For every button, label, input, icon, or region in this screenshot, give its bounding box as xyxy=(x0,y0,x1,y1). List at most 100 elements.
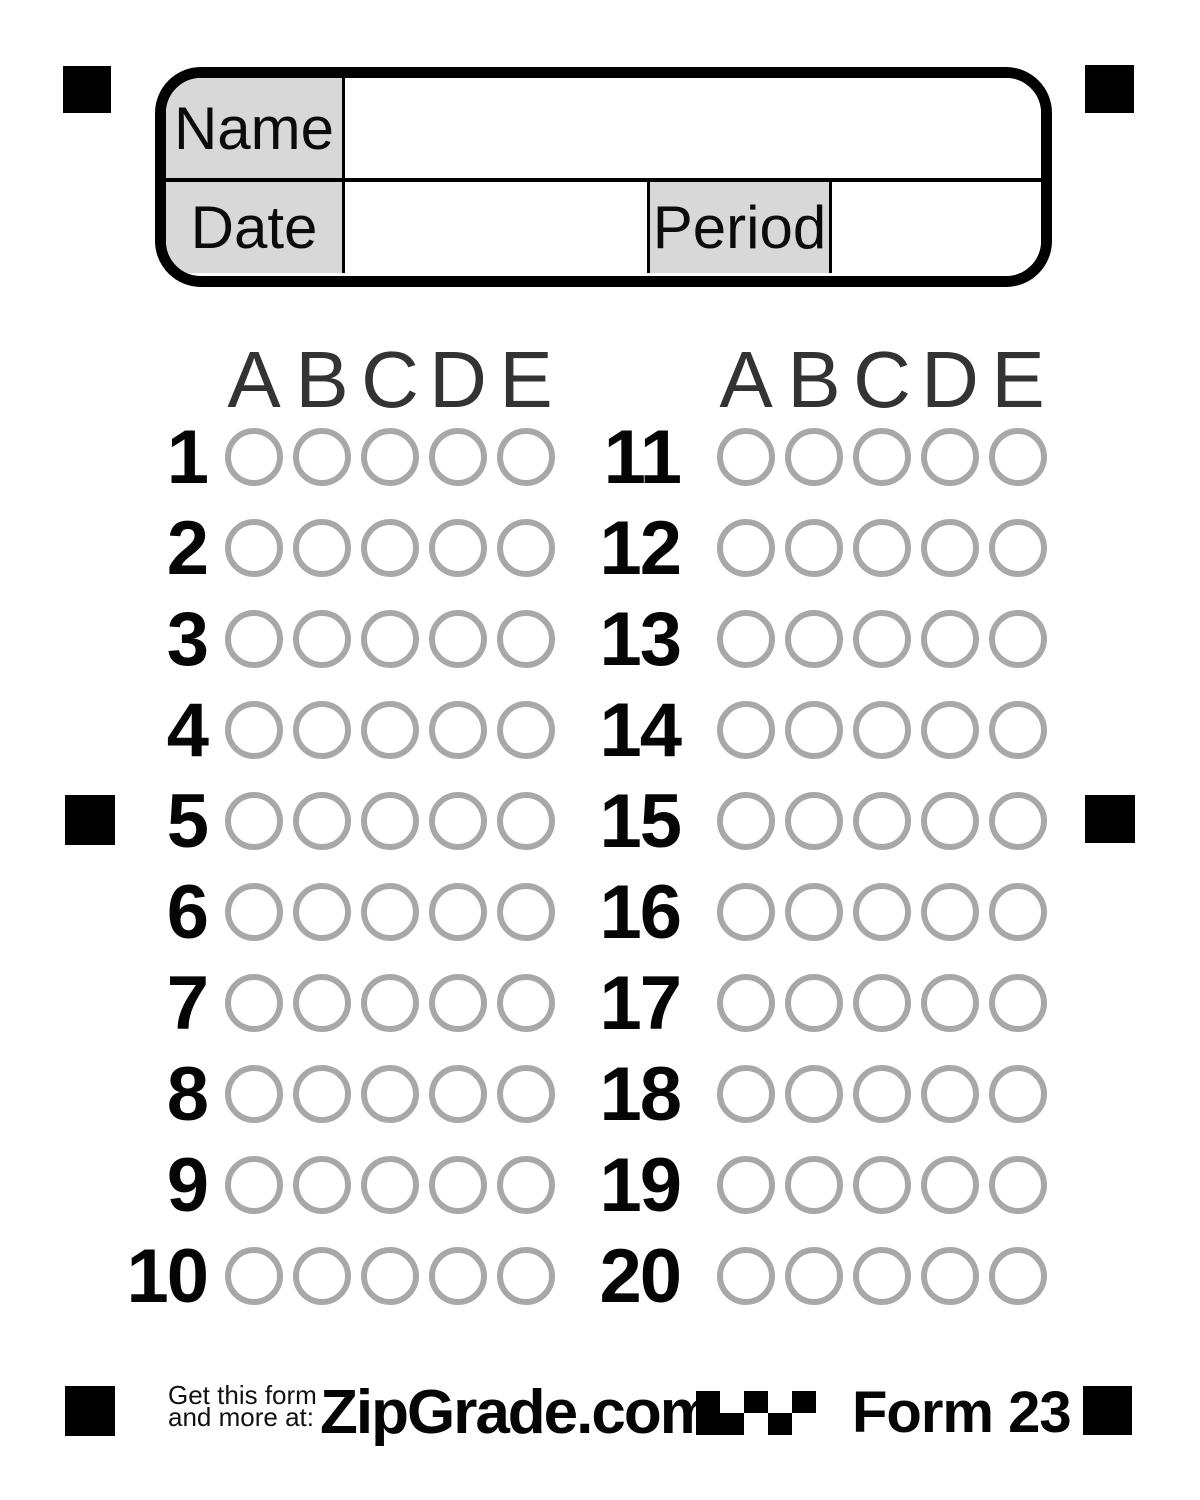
bubble-q20-B[interactable] xyxy=(785,1247,843,1305)
bubble-q13-B[interactable] xyxy=(785,610,843,668)
bubble-q13-C[interactable] xyxy=(853,610,911,668)
bubble-q5-A[interactable] xyxy=(225,792,283,850)
bubble-q11-C[interactable] xyxy=(853,428,911,486)
bubble-q20-E[interactable] xyxy=(989,1247,1047,1305)
bubble-q11-B[interactable] xyxy=(785,428,843,486)
bubble-q4-A[interactable] xyxy=(225,701,283,759)
bubble-q20-C[interactable] xyxy=(853,1247,911,1305)
bubble-q14-C[interactable] xyxy=(853,701,911,759)
bubble-q10-B[interactable] xyxy=(293,1247,351,1305)
bubble-q15-A[interactable] xyxy=(717,792,775,850)
bubble-q1-B[interactable] xyxy=(293,428,351,486)
bubble-q3-B[interactable] xyxy=(293,610,351,668)
bubble-q15-B[interactable] xyxy=(785,792,843,850)
bubble-q16-E[interactable] xyxy=(989,883,1047,941)
bubble-q5-E[interactable] xyxy=(497,792,555,850)
bubble-q9-D[interactable] xyxy=(429,1156,487,1214)
bubble-q16-D[interactable] xyxy=(921,883,979,941)
bubble-q5-B[interactable] xyxy=(293,792,351,850)
bubble-q20-A[interactable] xyxy=(717,1247,775,1305)
bubble-q8-A[interactable] xyxy=(225,1065,283,1123)
bubble-q8-D[interactable] xyxy=(429,1065,487,1123)
bubble-q13-A[interactable] xyxy=(717,610,775,668)
bubble-q12-E[interactable] xyxy=(989,519,1047,577)
bubble-q1-C[interactable] xyxy=(361,428,419,486)
bubble-q10-A[interactable] xyxy=(225,1247,283,1305)
bubble-q7-A[interactable] xyxy=(225,974,283,1032)
bubble-q7-B[interactable] xyxy=(293,974,351,1032)
bubble-q2-B[interactable] xyxy=(293,519,351,577)
bubble-q6-D[interactable] xyxy=(429,883,487,941)
bubble-q4-D[interactable] xyxy=(429,701,487,759)
bubble-q4-E[interactable] xyxy=(497,701,555,759)
bubble-q15-C[interactable] xyxy=(853,792,911,850)
bubble-q19-E[interactable] xyxy=(989,1156,1047,1214)
bubble-q9-E[interactable] xyxy=(497,1156,555,1214)
bubble-q19-C[interactable] xyxy=(853,1156,911,1214)
bubble-q14-E[interactable] xyxy=(989,701,1047,759)
bubble-q14-A[interactable] xyxy=(717,701,775,759)
bubble-q19-A[interactable] xyxy=(717,1156,775,1214)
bubble-q16-C[interactable] xyxy=(853,883,911,941)
bubble-q10-E[interactable] xyxy=(497,1247,555,1305)
bubble-q18-A[interactable] xyxy=(717,1065,775,1123)
bubble-q3-A[interactable] xyxy=(225,610,283,668)
bubble-q3-E[interactable] xyxy=(497,610,555,668)
bubble-q6-C[interactable] xyxy=(361,883,419,941)
bubble-q2-C[interactable] xyxy=(361,519,419,577)
bubble-q6-B[interactable] xyxy=(293,883,351,941)
bubble-q11-A[interactable] xyxy=(717,428,775,486)
bubble-q18-C[interactable] xyxy=(853,1065,911,1123)
bubble-q1-D[interactable] xyxy=(429,428,487,486)
bubble-q4-B[interactable] xyxy=(293,701,351,759)
bubble-q11-E[interactable] xyxy=(989,428,1047,486)
bubble-q16-A[interactable] xyxy=(717,883,775,941)
bubble-q8-C[interactable] xyxy=(361,1065,419,1123)
bubble-q15-E[interactable] xyxy=(989,792,1047,850)
bubble-q2-D[interactable] xyxy=(429,519,487,577)
bubble-q13-E[interactable] xyxy=(989,610,1047,668)
bubble-q3-D[interactable] xyxy=(429,610,487,668)
bubble-q17-A[interactable] xyxy=(717,974,775,1032)
bubble-q7-C[interactable] xyxy=(361,974,419,1032)
bubble-q20-D[interactable] xyxy=(921,1247,979,1305)
bubble-q5-C[interactable] xyxy=(361,792,419,850)
bubble-q7-E[interactable] xyxy=(497,974,555,1032)
period-field[interactable] xyxy=(832,182,1041,273)
bubble-q6-E[interactable] xyxy=(497,883,555,941)
bubble-q7-D[interactable] xyxy=(429,974,487,1032)
bubble-q1-E[interactable] xyxy=(497,428,555,486)
bubble-q8-E[interactable] xyxy=(497,1065,555,1123)
bubble-q2-A[interactable] xyxy=(225,519,283,577)
bubble-q16-B[interactable] xyxy=(785,883,843,941)
bubble-q6-A[interactable] xyxy=(225,883,283,941)
bubble-q9-B[interactable] xyxy=(293,1156,351,1214)
bubble-q9-A[interactable] xyxy=(225,1156,283,1214)
bubble-q2-E[interactable] xyxy=(497,519,555,577)
bubble-q10-D[interactable] xyxy=(429,1247,487,1305)
name-field[interactable] xyxy=(345,78,1041,178)
bubble-q5-D[interactable] xyxy=(429,792,487,850)
bubble-q3-C[interactable] xyxy=(361,610,419,668)
bubble-q17-E[interactable] xyxy=(989,974,1047,1032)
bubble-q11-D[interactable] xyxy=(921,428,979,486)
bubble-q14-B[interactable] xyxy=(785,701,843,759)
bubble-q12-D[interactable] xyxy=(921,519,979,577)
bubble-q4-C[interactable] xyxy=(361,701,419,759)
bubble-q12-A[interactable] xyxy=(717,519,775,577)
bubble-q19-D[interactable] xyxy=(921,1156,979,1214)
bubble-q19-B[interactable] xyxy=(785,1156,843,1214)
bubble-q13-D[interactable] xyxy=(921,610,979,668)
bubble-q8-B[interactable] xyxy=(293,1065,351,1123)
bubble-q1-A[interactable] xyxy=(225,428,283,486)
bubble-q18-D[interactable] xyxy=(921,1065,979,1123)
bubble-q15-D[interactable] xyxy=(921,792,979,850)
bubble-q14-D[interactable] xyxy=(921,701,979,759)
bubble-q17-B[interactable] xyxy=(785,974,843,1032)
bubble-q17-D[interactable] xyxy=(921,974,979,1032)
bubble-q17-C[interactable] xyxy=(853,974,911,1032)
date-field[interactable] xyxy=(345,182,650,273)
bubble-q12-C[interactable] xyxy=(853,519,911,577)
bubble-q10-C[interactable] xyxy=(361,1247,419,1305)
bubble-q18-E[interactable] xyxy=(989,1065,1047,1123)
